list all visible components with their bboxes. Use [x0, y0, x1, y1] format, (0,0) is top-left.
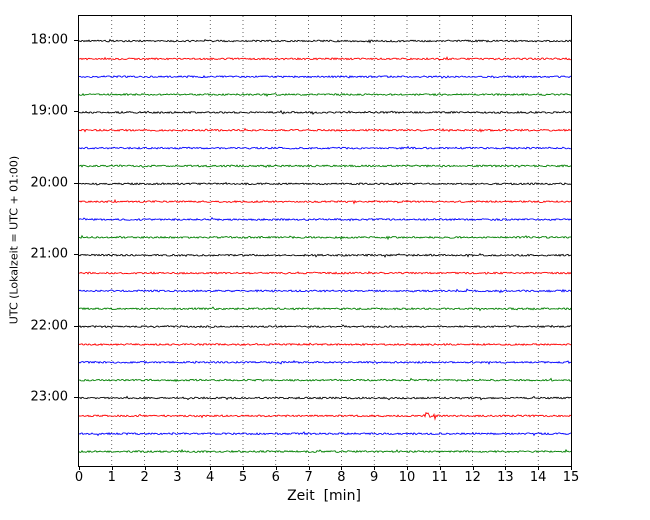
x-tick-mark [407, 466, 408, 470]
x-tick-label: 6 [271, 470, 280, 485]
x-tick-mark [439, 466, 441, 470]
x-tick-label: 11 [431, 470, 449, 485]
x-tick-label: 15 [562, 470, 580, 485]
x-tick-mark [243, 466, 244, 470]
y-tick-label: 20:00 [30, 175, 68, 191]
y-tick-mark [74, 254, 78, 256]
x-tick-mark [341, 466, 343, 470]
x-tick-label: 10 [398, 470, 416, 485]
y-tick-label: 21:00 [30, 246, 68, 262]
x-tick-label: 2 [140, 470, 149, 485]
plot-area [78, 15, 572, 467]
x-tick-mark [505, 466, 507, 470]
y-tick-mark [74, 40, 78, 41]
x-tick-mark [472, 466, 474, 470]
x-tick-label: 3 [173, 470, 182, 485]
y-tick-label: 22:00 [30, 318, 68, 334]
x-axis-label: Zeit [min] [287, 488, 361, 504]
x-tick-label: 1 [107, 470, 116, 485]
x-tick-mark [308, 466, 310, 470]
y-tick-label: 23:00 [30, 389, 68, 405]
x-tick-mark [275, 466, 277, 470]
y-tick-mark [74, 325, 78, 327]
y-tick-label: 18:00 [30, 32, 68, 48]
x-tick-label: 9 [370, 470, 379, 485]
x-tick-mark [538, 466, 540, 470]
y-tick-mark [74, 182, 78, 184]
x-tick-mark [210, 466, 212, 470]
x-tick-label: 0 [74, 470, 84, 485]
y-tick-mark [74, 397, 78, 398]
x-tick-mark [571, 466, 572, 470]
x-tick-label: 8 [337, 470, 346, 485]
x-tick-label: 14 [529, 470, 547, 485]
y-tick-mark [74, 111, 78, 113]
x-tick-label: 4 [206, 470, 215, 485]
x-tick-label: 12 [464, 470, 481, 485]
x-tick-label: 7 [304, 470, 313, 485]
x-tick-mark [374, 466, 376, 470]
x-tick-mark [177, 466, 179, 470]
trace-canvas [79, 16, 571, 466]
x-tick-label: 13 [497, 470, 514, 485]
y-axis-label: UTC (Lokalzeit = UTC + 01:00) [7, 155, 21, 325]
x-tick-mark [144, 466, 146, 470]
x-tick-mark [111, 466, 113, 470]
x-tick-label: 5 [238, 470, 248, 485]
x-tick-mark [79, 466, 80, 470]
y-tick-label: 19:00 [30, 103, 68, 119]
